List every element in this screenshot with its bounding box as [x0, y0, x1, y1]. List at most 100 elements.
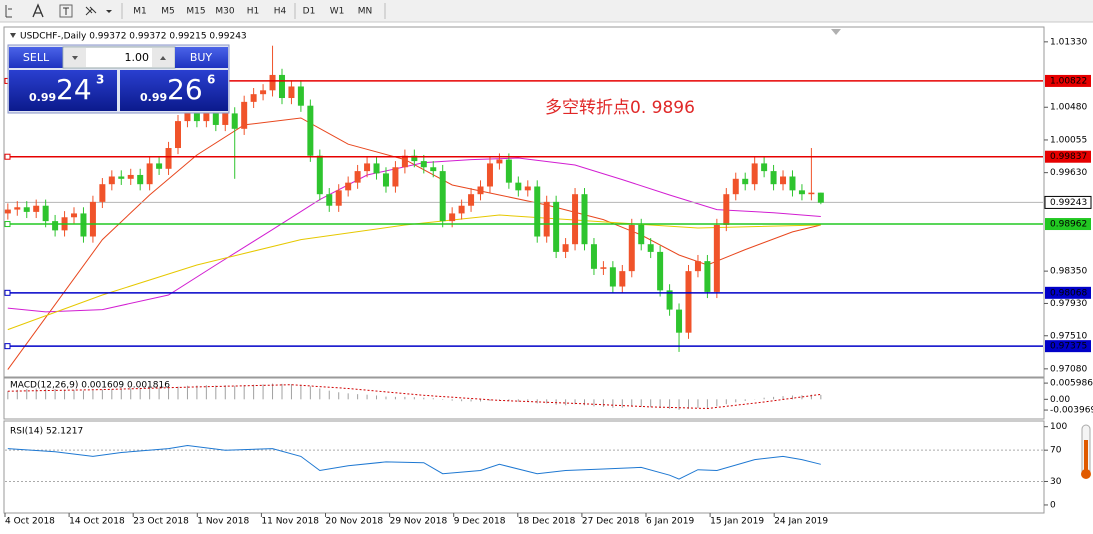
- dropdown-arrow[interactable]: [106, 10, 112, 13]
- candle-body: [553, 201, 560, 252]
- chart-menu-arrow[interactable]: [10, 33, 16, 38]
- candle-body: [534, 186, 541, 237]
- timeframe-button[interactable]: H4: [274, 7, 287, 17]
- bid-box[interactable]: [9, 70, 117, 111]
- macd-signal: [7, 384, 821, 410]
- timeframe-button[interactable]: W1: [330, 7, 345, 17]
- candle-body: [288, 86, 295, 99]
- price-tick-label: 0.99630: [1050, 168, 1087, 178]
- rsi-title: RSI(14) 52.1217: [10, 427, 83, 437]
- chart-shift-marker: [831, 29, 841, 35]
- candle-body: [241, 101, 248, 129]
- candle-body: [609, 267, 616, 287]
- x-tick-label: 20 Nov 2018: [326, 517, 384, 527]
- level-marker: [4, 153, 11, 160]
- candle-body: [562, 244, 569, 252]
- x-tick-label: 11 Nov 2018: [261, 517, 319, 527]
- ask-main: 26: [167, 73, 203, 106]
- candle-body: [411, 155, 418, 162]
- timeframe-button[interactable]: MN: [358, 7, 373, 17]
- x-tick-label: 24 Jan 2019: [774, 517, 828, 527]
- candle-body: [524, 186, 531, 191]
- level-price-box: [1045, 150, 1091, 163]
- candle-body: [458, 205, 465, 214]
- label-tool-icon[interactable]: [59, 4, 73, 18]
- ask-sup: 6: [207, 73, 215, 87]
- cursor-icon[interactable]: [5, 5, 12, 18]
- candle-body: [250, 94, 257, 102]
- macd-tick-label: -0.003969: [1050, 406, 1093, 416]
- level-marker: [4, 221, 11, 228]
- timeframe-button[interactable]: M15: [186, 7, 205, 17]
- candle-body: [354, 171, 361, 183]
- text-tool-icon[interactable]: [32, 3, 44, 18]
- candle-body: [382, 173, 389, 187]
- level-price-box: [1045, 218, 1091, 231]
- candle-body: [789, 176, 796, 191]
- rsi-tick-label: 0: [1050, 500, 1056, 510]
- candle-body: [515, 182, 522, 191]
- candle-body: [212, 113, 219, 125]
- candle-body: [600, 267, 607, 269]
- candle-body: [468, 194, 475, 206]
- shapes-icon[interactable]: [85, 6, 97, 16]
- level-price-label: 0.99837: [1050, 152, 1087, 162]
- level-price-box: [1045, 286, 1091, 299]
- candle-body: [780, 176, 787, 185]
- price-tick-label: 0.97510: [1050, 331, 1087, 341]
- candle-body: [33, 205, 40, 212]
- candle-body: [704, 261, 711, 292]
- price-tick-label: 0.97080: [1050, 364, 1087, 374]
- lots-value: 1.00: [125, 51, 150, 64]
- moving-average: [7, 117, 821, 370]
- buy-button[interactable]: [175, 47, 228, 68]
- timeframe-button[interactable]: M30: [215, 7, 234, 17]
- price-tick-label: 0.97930: [1050, 299, 1087, 309]
- candle-body: [685, 271, 692, 333]
- timeframe-button[interactable]: H1: [247, 7, 260, 17]
- level-price-box: [1045, 340, 1091, 353]
- level-price-box: [1045, 74, 1091, 87]
- candle-body: [4, 209, 11, 214]
- timeframe-button[interactable]: M1: [133, 7, 147, 17]
- candle-body: [657, 251, 664, 291]
- candle-body: [345, 182, 352, 191]
- candle-body: [203, 113, 210, 122]
- candle-body: [439, 171, 446, 222]
- rsi-line: [7, 444, 821, 480]
- candle-body: [392, 167, 399, 187]
- x-tick-label: 6 Jan 2019: [646, 517, 694, 527]
- candle-body: [156, 163, 163, 169]
- candle-body: [175, 121, 181, 149]
- candle-body: [80, 213, 87, 237]
- sell-button[interactable]: [9, 47, 63, 68]
- level-price-label: 0.97375: [1050, 342, 1087, 352]
- candle-body: [572, 194, 579, 245]
- ask-box[interactable]: [120, 70, 228, 111]
- candle-body: [127, 174, 134, 179]
- x-tick-label: 29 Nov 2018: [390, 517, 448, 527]
- candle-body: [373, 163, 380, 174]
- candle-body: [364, 163, 371, 172]
- macd-tick-label: 0.00: [1050, 395, 1070, 405]
- candle-body: [335, 190, 342, 206]
- candle-body: [496, 159, 503, 164]
- candle-body: [193, 109, 200, 122]
- x-tick-label: 15 Jan 2019: [710, 517, 764, 527]
- timeframe-button[interactable]: M5: [161, 7, 175, 17]
- timeframe-button[interactable]: D1: [303, 7, 316, 17]
- ask-big: 0.99: [140, 91, 167, 104]
- candle-body: [505, 159, 512, 183]
- candle-body: [42, 205, 49, 222]
- trade-panel: SELL 1.00 BUY 0.99 24 3 0.99 26 6: [7, 44, 230, 114]
- level-price-label: 1.00822: [1050, 76, 1087, 86]
- down-arrow: [72, 56, 78, 60]
- chart-title: USDCHF-,Daily 0.99372 0.99372 0.99215 0.…: [20, 32, 247, 42]
- up-arrow: [160, 56, 166, 60]
- candle-body: [118, 176, 125, 179]
- candle-body: [647, 244, 654, 252]
- x-tick-label: 1 Nov 2018: [197, 517, 249, 527]
- macd-pane: [3, 377, 1045, 420]
- candle-body: [71, 213, 78, 218]
